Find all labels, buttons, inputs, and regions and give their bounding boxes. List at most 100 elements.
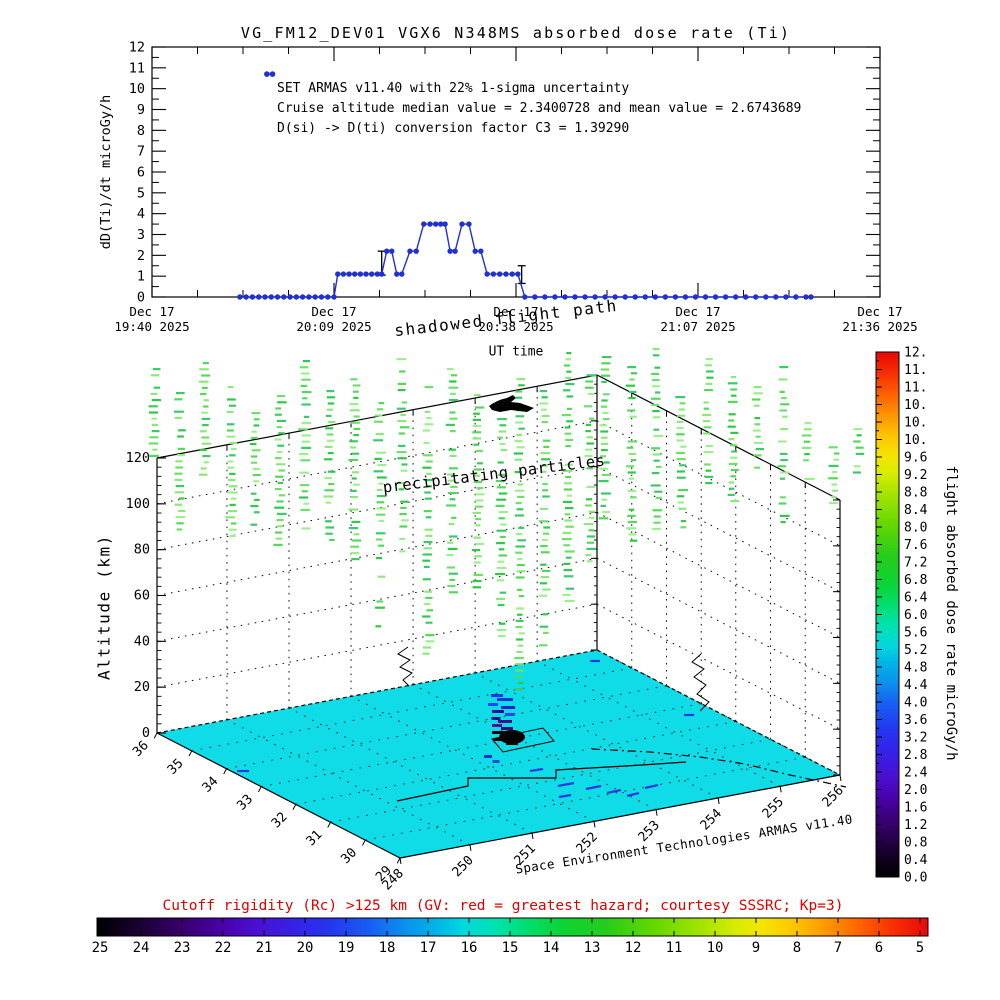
svg-text:11: 11 bbox=[666, 940, 683, 956]
dose-colorbar: 12. 11. 11. 10. 10. 10. 9.6 9.2 8.8 8.4 8.0 7.6 7.2 6… bbox=[875, 346, 928, 886]
svg-text:16: 16 bbox=[461, 940, 478, 956]
svg-text:10.: 10. bbox=[904, 416, 927, 431]
annotation-uncertainty: SET ARMAS v11.40 with 22% 1-sigma uncert… bbox=[277, 81, 630, 96]
svg-text:4.8: 4.8 bbox=[904, 661, 927, 676]
svg-text:15: 15 bbox=[502, 940, 519, 956]
svg-text:256: 256 bbox=[820, 783, 847, 810]
map-border-lines bbox=[396, 646, 847, 802]
svg-text:12: 12 bbox=[129, 40, 145, 56]
svg-text:3: 3 bbox=[137, 227, 145, 243]
svg-text:0.0: 0.0 bbox=[904, 871, 927, 886]
svg-text:7.6: 7.6 bbox=[904, 538, 927, 553]
svg-text:1.6: 1.6 bbox=[904, 801, 927, 816]
svg-text:12.: 12. bbox=[904, 346, 927, 361]
svg-text:40: 40 bbox=[134, 633, 150, 649]
svg-text:8.8: 8.8 bbox=[904, 486, 927, 501]
svg-text:255: 255 bbox=[760, 795, 787, 822]
svg-text:Dec 17: Dec 17 bbox=[129, 304, 174, 319]
svg-text:23: 23 bbox=[174, 940, 191, 956]
svg-text:20:38 2025: 20:38 2025 bbox=[478, 319, 553, 334]
svg-text:17: 17 bbox=[420, 940, 437, 956]
page-title: VG_FM12_DEV01 VGX6 N348MS absorbed dose … bbox=[240, 24, 792, 42]
dose-rate-series bbox=[237, 221, 814, 300]
svg-text:21:07 2025: 21:07 2025 bbox=[660, 319, 735, 334]
svg-text:10.: 10. bbox=[904, 433, 927, 448]
colorbar-axis-label: flight absorbed dose rate microGy/h bbox=[943, 465, 959, 761]
svg-text:9: 9 bbox=[137, 102, 145, 118]
svg-text:4.0: 4.0 bbox=[904, 696, 927, 711]
svg-text:21:36 2025: 21:36 2025 bbox=[842, 319, 917, 334]
outlier-points bbox=[264, 71, 276, 77]
svg-text:2.8: 2.8 bbox=[904, 748, 927, 763]
flight-dose-cluster bbox=[484, 694, 555, 763]
svg-text:19: 19 bbox=[338, 940, 355, 956]
svg-text:13: 13 bbox=[584, 940, 601, 956]
svg-text:Dec 17: Dec 17 bbox=[493, 304, 538, 319]
floor-surface bbox=[157, 650, 840, 858]
svg-text:9.2: 9.2 bbox=[904, 468, 927, 483]
svg-text:24: 24 bbox=[133, 940, 150, 956]
svg-text:20: 20 bbox=[134, 679, 150, 695]
svg-text:0: 0 bbox=[142, 725, 150, 741]
svg-text:6.0: 6.0 bbox=[904, 608, 927, 623]
svg-text:33: 33 bbox=[234, 792, 256, 814]
svg-text:6.4: 6.4 bbox=[904, 591, 928, 606]
svg-text:7.2: 7.2 bbox=[904, 556, 927, 571]
svg-text:34: 34 bbox=[200, 774, 222, 796]
svg-text:0: 0 bbox=[137, 290, 145, 306]
precipitating-particle-columns bbox=[148, 348, 865, 691]
svg-text:21: 21 bbox=[256, 940, 273, 956]
blue-contour-marks bbox=[237, 659, 694, 799]
svg-text:120: 120 bbox=[126, 450, 150, 466]
svg-text:12: 12 bbox=[625, 940, 642, 956]
svg-text:3.2: 3.2 bbox=[904, 731, 927, 746]
svg-text:Dec 17: Dec 17 bbox=[311, 304, 356, 319]
svg-text:6: 6 bbox=[875, 940, 883, 956]
svg-text:8.4: 8.4 bbox=[904, 503, 928, 518]
wall-grid bbox=[156, 386, 841, 846]
svg-text:5.2: 5.2 bbox=[904, 643, 927, 658]
svg-text:32: 32 bbox=[269, 810, 291, 832]
svg-text:6: 6 bbox=[137, 165, 145, 181]
svg-text:2.0: 2.0 bbox=[904, 783, 927, 798]
svg-text:18: 18 bbox=[379, 940, 396, 956]
svg-text:9: 9 bbox=[752, 940, 760, 956]
svg-text:30: 30 bbox=[338, 845, 360, 867]
svg-text:9.6: 9.6 bbox=[904, 451, 927, 466]
svg-text:5.6: 5.6 bbox=[904, 626, 927, 641]
svg-text:8: 8 bbox=[793, 940, 801, 956]
svg-text:10.: 10. bbox=[904, 398, 927, 413]
svg-text:8.0: 8.0 bbox=[904, 521, 927, 536]
svg-text:3.6: 3.6 bbox=[904, 713, 927, 728]
svg-text:11.: 11. bbox=[904, 363, 927, 378]
svg-text:6.8: 6.8 bbox=[904, 573, 927, 588]
svg-text:254: 254 bbox=[698, 806, 725, 833]
annotation-cruise-median: Cruise altitude median value = 2.3400728… bbox=[277, 101, 802, 116]
svg-text:22: 22 bbox=[215, 940, 232, 956]
rigidity-colorbar-title: Cutoff rigidity (Rc) >125 km (GV: red = … bbox=[162, 898, 844, 914]
svg-text:10: 10 bbox=[707, 940, 724, 956]
top-chart-y-axis-label: dD(Ti)/dt microGy/h bbox=[98, 94, 114, 250]
svg-text:19:40 2025: 19:40 2025 bbox=[114, 319, 189, 334]
svg-text:8: 8 bbox=[137, 123, 145, 139]
svg-text:100: 100 bbox=[126, 496, 150, 512]
svg-text:20: 20 bbox=[297, 940, 314, 956]
svg-text:5: 5 bbox=[137, 185, 145, 201]
svg-text:14: 14 bbox=[543, 940, 560, 956]
svg-text:31: 31 bbox=[304, 827, 326, 849]
svg-text:4.4: 4.4 bbox=[904, 678, 928, 693]
svg-text:11.: 11. bbox=[904, 381, 927, 396]
rigidity-colorbar: 25 24 23 22 21 20 19 18 17 16 15 14 13 12 11 10 9 8 7 6 5 bbox=[92, 917, 929, 956]
svg-text:1: 1 bbox=[137, 269, 145, 285]
svg-text:250: 250 bbox=[450, 853, 477, 880]
svg-text:10: 10 bbox=[129, 81, 145, 97]
svg-text:2: 2 bbox=[137, 248, 145, 264]
annotation-conversion-factor: D(si) -> D(ti) conversion factor C3 = 1.… bbox=[277, 121, 630, 136]
altitude-axis-label: Altitude (km) bbox=[94, 533, 114, 681]
svg-text:4: 4 bbox=[137, 206, 145, 222]
svg-text:1.2: 1.2 bbox=[904, 818, 927, 833]
svg-text:20:09 2025: 20:09 2025 bbox=[296, 319, 371, 334]
